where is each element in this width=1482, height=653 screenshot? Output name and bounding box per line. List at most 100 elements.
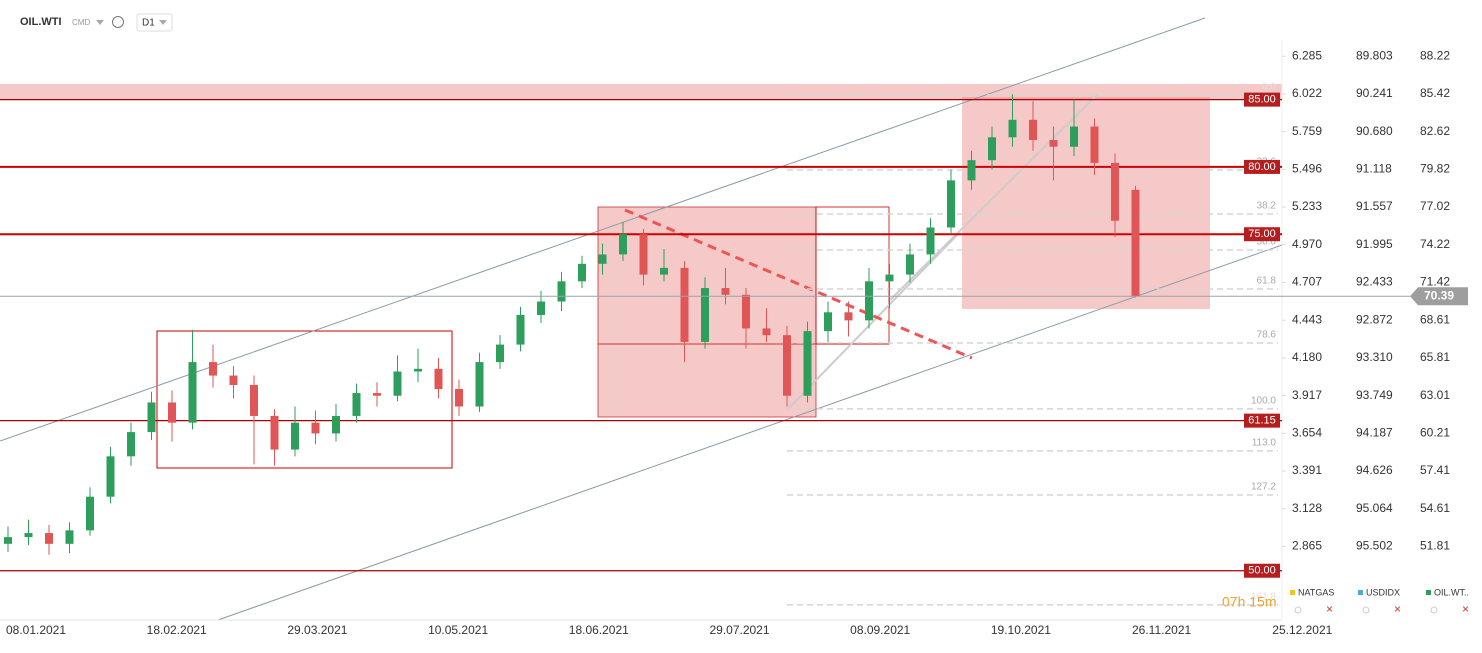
candle-body [926, 227, 935, 255]
legend-label[interactable]: USDIDX [1366, 587, 1400, 597]
level-label: 85.00 [1248, 94, 1276, 106]
y-tick-label: 71.42 [1420, 275, 1450, 289]
candle-body [824, 312, 832, 332]
candle-body [496, 344, 504, 363]
channel-line [0, 17, 1206, 442]
interval: D1 [142, 18, 155, 29]
y-tick-label: 79.82 [1420, 162, 1450, 176]
candle-body [147, 402, 156, 433]
scale-label: 3.917 [1292, 388, 1322, 402]
dropdown-icon[interactable] [96, 20, 104, 25]
candle-body [803, 331, 812, 396]
interval-select[interactable] [136, 13, 173, 32]
level-label: 75.00 [1248, 228, 1276, 240]
x-tick-label: 18.06.2021 [569, 623, 629, 637]
candle-body [1049, 139, 1058, 147]
timer: 07h 15m [1222, 594, 1276, 610]
candle-body [557, 281, 566, 302]
last-price-label: 70.39 [1424, 288, 1454, 302]
scale-label: 92.433 [1356, 275, 1393, 289]
x-tick-label: 18.02.2021 [147, 623, 207, 637]
candle-body [1008, 119, 1017, 138]
candle-body [947, 180, 955, 228]
fib-label: 127.2 [1251, 482, 1276, 493]
legend-label[interactable]: OIL.WT.. [1434, 587, 1469, 597]
scale-label: 5.233 [1292, 199, 1322, 213]
candle-body [639, 234, 648, 275]
scale-label: 91.557 [1356, 199, 1393, 213]
candle-body [660, 267, 668, 275]
scale-label: 6.022 [1292, 86, 1322, 100]
level-label: 50.00 [1248, 565, 1276, 577]
scale-label: 2.865 [1292, 539, 1322, 553]
scale-label: 95.064 [1356, 501, 1393, 515]
candle-body [680, 267, 689, 342]
candle-body [578, 263, 586, 282]
symbol[interactable]: OIL.WTI [20, 16, 62, 28]
scale-label: 94.626 [1356, 463, 1393, 477]
x-tick-label: 25.12.2021 [1272, 623, 1332, 637]
candle-body [209, 362, 217, 376]
candle-body [127, 432, 135, 457]
fib-label: 100.0 [1251, 396, 1276, 407]
candle-body [291, 422, 299, 450]
candle-body [516, 314, 525, 345]
candle-body [844, 312, 853, 321]
x-tick-label: 08.09.2021 [850, 623, 910, 637]
candle-body [4, 537, 12, 544]
candle-body [45, 533, 53, 544]
fib-label: 78.6 [1257, 330, 1277, 341]
x-tick-label: 29.03.2021 [287, 623, 347, 637]
y-tick-label: 82.62 [1420, 124, 1450, 138]
x-tick-label: 26.11.2021 [1132, 623, 1191, 637]
trend-line [786, 231, 961, 411]
candle-body [1070, 126, 1078, 147]
legend-label[interactable]: NATGAS [1298, 587, 1334, 597]
info-icon[interactable] [112, 16, 124, 28]
candle-body [762, 328, 771, 336]
legend-swatch [1358, 590, 1363, 595]
scale-label: 90.241 [1356, 86, 1393, 100]
y-tick-label: 54.61 [1420, 501, 1450, 515]
candle-body [434, 368, 443, 390]
candle-body [332, 415, 340, 434]
legend-remove[interactable]: × [1394, 602, 1401, 616]
market: CMD [72, 18, 90, 27]
level-label: 61.15 [1248, 415, 1276, 427]
y-tick-label: 77.02 [1420, 199, 1450, 213]
legend-visibility[interactable] [1430, 606, 1438, 614]
candle-body [906, 254, 914, 275]
candle-body [598, 254, 607, 264]
y-tick-label: 57.41 [1420, 463, 1450, 477]
candle-body [701, 288, 709, 342]
scale-label: 93.310 [1356, 350, 1393, 364]
scale-label: 5.496 [1292, 162, 1322, 176]
zone [0, 84, 1282, 100]
candle-body [783, 335, 791, 396]
candle-body [721, 288, 730, 295]
legend-remove[interactable]: × [1462, 602, 1469, 616]
level-label-box [1244, 563, 1280, 578]
candle-body [86, 496, 94, 531]
y-tick-label: 60.21 [1420, 425, 1450, 439]
scale-label: 94.187 [1356, 425, 1393, 439]
legend-visibility[interactable] [1362, 606, 1370, 614]
x-tick-label: 08.01.2021 [6, 623, 66, 637]
candle-body [168, 402, 176, 423]
scale-label: 3.391 [1292, 463, 1322, 477]
fib-label: 61.8 [1257, 276, 1277, 287]
candle-body [250, 384, 258, 416]
scale-label: 93.749 [1356, 388, 1393, 402]
y-tick-label: 68.61 [1420, 312, 1450, 326]
last-price-box [1410, 287, 1468, 306]
scale-label: 4.443 [1292, 312, 1322, 326]
scale-label: 90.680 [1356, 124, 1393, 138]
legend-remove[interactable]: × [1326, 602, 1333, 616]
fib-label: 161.8 [1251, 592, 1276, 603]
legend-visibility[interactable] [1294, 606, 1302, 614]
x-tick-label: 29.07.2021 [709, 623, 769, 637]
candle-body [65, 530, 74, 544]
candle-body [455, 389, 463, 407]
candle-body [988, 137, 996, 161]
